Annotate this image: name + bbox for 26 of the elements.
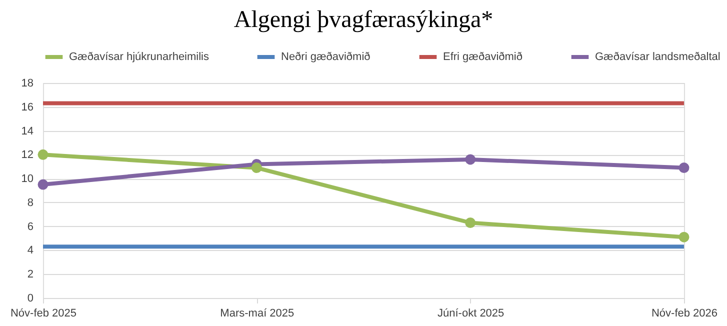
y-tick-label: 10: [21, 173, 34, 186]
y-tick-label: 18: [21, 78, 34, 90]
chart-title: Algengi þvagfærasýkinga*: [234, 7, 494, 33]
y-tick-label: 14: [21, 125, 34, 138]
x-tick-label: Nóv-feb 2026: [651, 308, 718, 320]
point: [678, 162, 690, 174]
y-tick-label: 0: [27, 292, 34, 304]
y-tick-label: 8: [27, 196, 34, 209]
point: [678, 232, 690, 242]
y-tick-label: 16: [21, 101, 34, 114]
y-tick-label: 2: [27, 268, 34, 281]
point: [251, 162, 262, 174]
point: [465, 218, 476, 228]
x-tick-label: Nóv-feb 2025: [10, 308, 77, 320]
legend-label: Neðri gæðaviðmið: [281, 51, 370, 63]
legend-label: Efri gæðaviðmið: [443, 51, 522, 63]
point: [465, 154, 476, 165]
legend-label: Gæðavísar landsmeðaltal: [595, 51, 720, 63]
x-tick-label: Júní-okt 2025: [438, 308, 504, 320]
point: [38, 149, 48, 160]
y-tick-label: 6: [27, 220, 34, 233]
legend-label: Gæðavísar hjúkrunarheimilis: [69, 51, 210, 63]
y-tick-label: 12: [21, 149, 34, 162]
point: [38, 179, 48, 190]
x-tick-label: Mars-maí 2025: [220, 308, 294, 320]
y-tick-label: 4: [27, 244, 34, 257]
